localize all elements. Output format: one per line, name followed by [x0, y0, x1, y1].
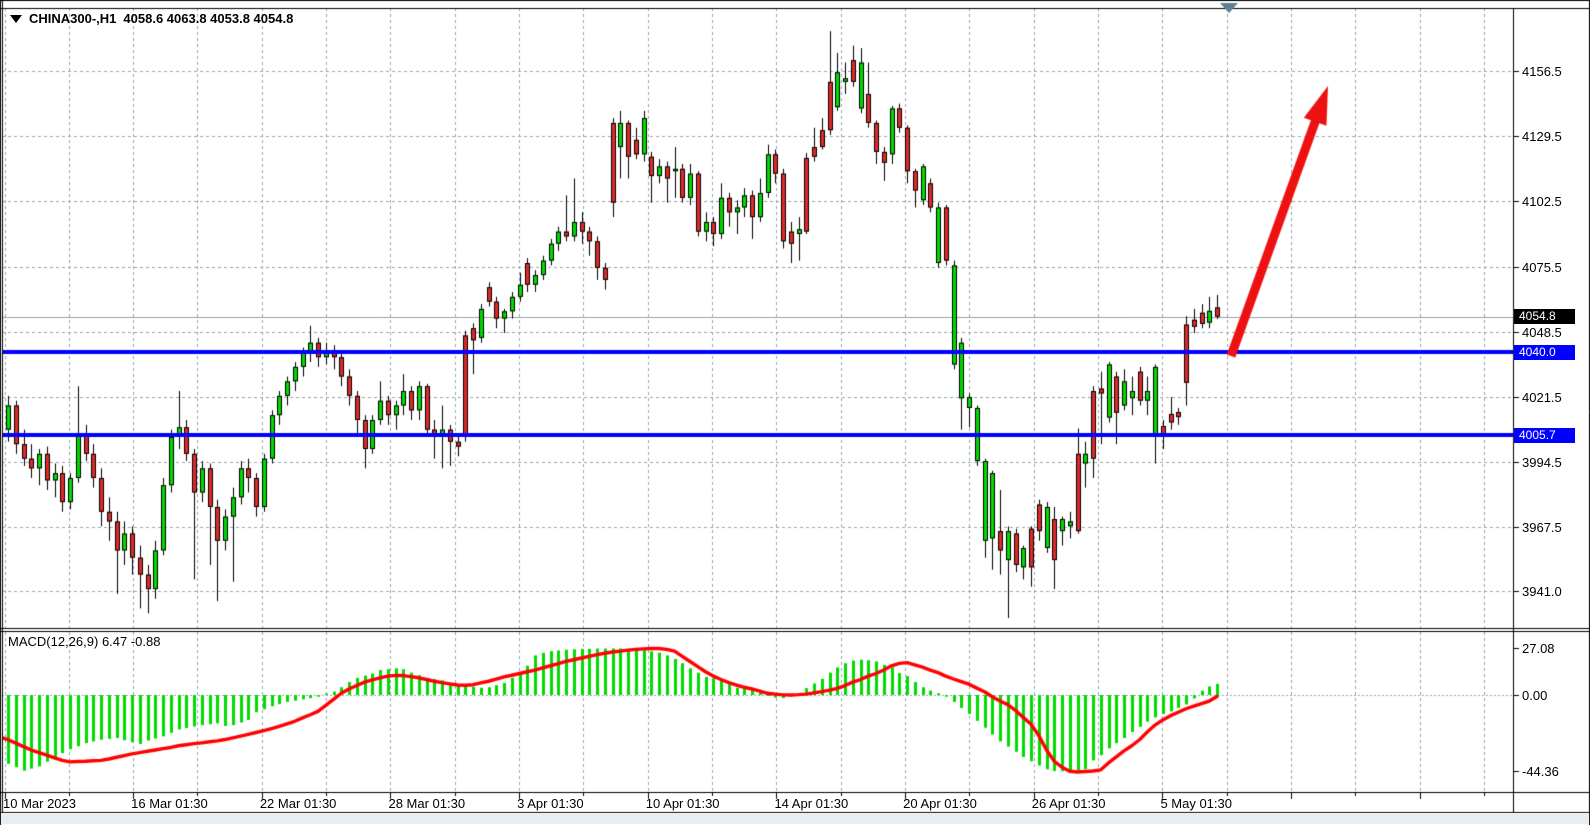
level-price-badge-4005: 4005.7: [1514, 428, 1575, 443]
symbol-dropdown-icon[interactable]: [10, 14, 22, 23]
time-axis-label: 10 Mar 2023: [3, 796, 76, 811]
price-axis-label: 3967.5: [1522, 520, 1562, 536]
level-price-badge-4040: 4040.0: [1514, 345, 1575, 360]
macd-axis-label: 27.08: [1522, 641, 1555, 657]
window-bottom-strip: [1, 813, 1589, 824]
time-axis-label: 20 Apr 01:30: [903, 796, 977, 811]
price-axis-label: 4048.5: [1522, 324, 1562, 340]
macd-values: 6.47 -0.88: [101, 634, 161, 649]
price-axis-label: 3994.5: [1522, 455, 1562, 471]
current-price-badge: 4054.8: [1514, 309, 1575, 324]
price-axis-label: 4075.5: [1522, 259, 1562, 275]
time-axis-label: 3 Apr 01:30: [517, 796, 584, 811]
time-axis-label: 16 Mar 01:30: [131, 796, 208, 811]
time-axis-label: 10 Apr 01:30: [645, 796, 720, 811]
time-axis-label: 14 Apr 01:30: [774, 796, 849, 811]
macd-axis-label: 0.00: [1522, 688, 1548, 703]
symbol-timeframe-label: CHINA300-,H1: [29, 11, 117, 26]
price-axis-label: 4021.5: [1522, 390, 1562, 406]
time-axis-label: 28 Mar 01:30: [388, 796, 466, 811]
price-axis-label: 3941.0: [1522, 584, 1562, 600]
price-axis-label: 4129.5: [1522, 129, 1562, 145]
time-axis-label: 26 Apr 01:30: [1031, 796, 1106, 811]
price-axis-label: 4156.5: [1522, 64, 1562, 79]
time-axis-label: 22 Mar 01:30: [259, 796, 337, 811]
macd-axis-label: -44.36: [1522, 764, 1559, 780]
macd-indicator-label: MACD(12,26,9) 6.47 -0.88: [8, 634, 161, 649]
price-axis-label: 4102.5: [1522, 194, 1562, 210]
time-axis-label: 5 May 01:30: [1160, 796, 1232, 811]
ohlc-readout: 4058.6 4063.8 4053.8 4054.8: [123, 11, 294, 26]
chart-title: CHINA300-,H1 4058.6 4063.8 4053.8 4054.8: [10, 11, 293, 26]
